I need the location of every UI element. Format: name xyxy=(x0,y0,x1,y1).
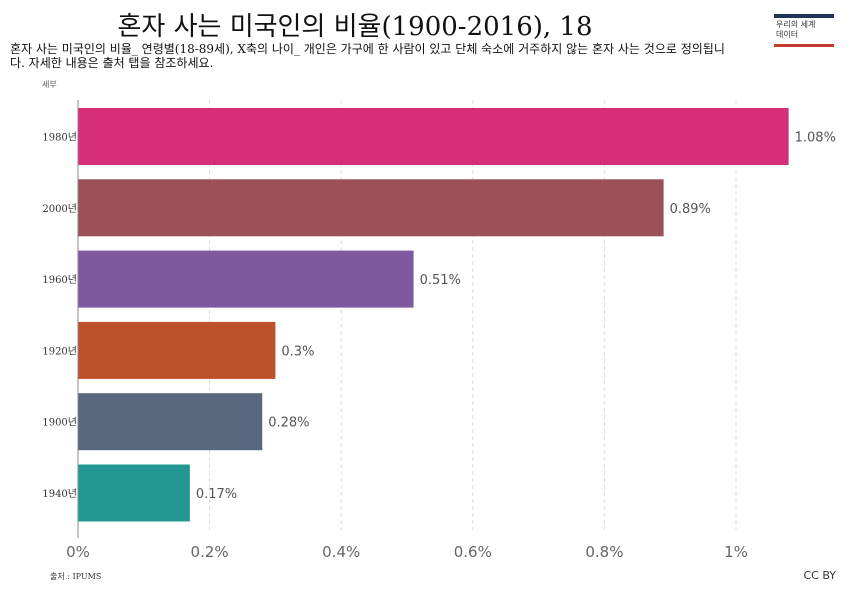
chart-title: 혼자 사는 미국인의 비율(1900-2016), 18 xyxy=(117,12,593,42)
category-label: 1940년 xyxy=(42,488,77,500)
category-label: 1900년 xyxy=(42,417,77,429)
category-label: 1920년 xyxy=(42,345,77,357)
category-label: 2000년 xyxy=(42,203,77,215)
category-label: 1960년 xyxy=(42,274,77,286)
bars-group: 1.08% 0.89% 0.51% 0.3% 0.28% 0.17% xyxy=(78,108,836,522)
grid-lines xyxy=(209,100,737,530)
value-label: 0.89% xyxy=(670,202,711,217)
x-tick-label: 1% xyxy=(724,543,748,561)
value-label: 0.28% xyxy=(268,416,309,431)
x-tick-label: 0.6% xyxy=(454,543,492,561)
license-note[interactable]: CC BY xyxy=(803,569,836,582)
x-tick-label: 0.8% xyxy=(585,543,623,561)
bar[interactable] xyxy=(78,464,190,522)
x-tick-label: 0.4% xyxy=(322,543,360,561)
category-label: 1980년 xyxy=(42,132,77,144)
bar[interactable] xyxy=(78,250,414,308)
bar[interactable] xyxy=(78,321,276,379)
bar[interactable] xyxy=(78,108,789,165)
y-axis-label: 세부 xyxy=(42,80,57,89)
axes: 0% 0.2% 0.4% 0.6% 0.8% 1% 1980년 2000년 1960년 1920년… xyxy=(42,100,748,561)
x-tick-label: 0.2% xyxy=(191,543,229,561)
logo-line-1: 우리의 세계 xyxy=(776,20,816,29)
bar[interactable] xyxy=(78,393,263,451)
owid-logo[interactable]: 우리의 세계 데이터 xyxy=(774,14,834,47)
bar[interactable] xyxy=(78,179,664,237)
value-label: 0.17% xyxy=(196,487,237,502)
x-tick-label: 0% xyxy=(66,543,90,561)
value-label: 0.51% xyxy=(420,273,461,288)
value-label: 1.08% xyxy=(795,131,836,146)
logo-line-2: 데이터 xyxy=(776,30,799,39)
source-note[interactable]: 출처 : IPUMS xyxy=(50,572,102,581)
value-label: 0.3% xyxy=(281,344,314,359)
chart-subtitle: 혼자 사는 미국인의 비율_ 연령별(18-89세), X축의 나이_ 개인은 … xyxy=(10,42,725,70)
